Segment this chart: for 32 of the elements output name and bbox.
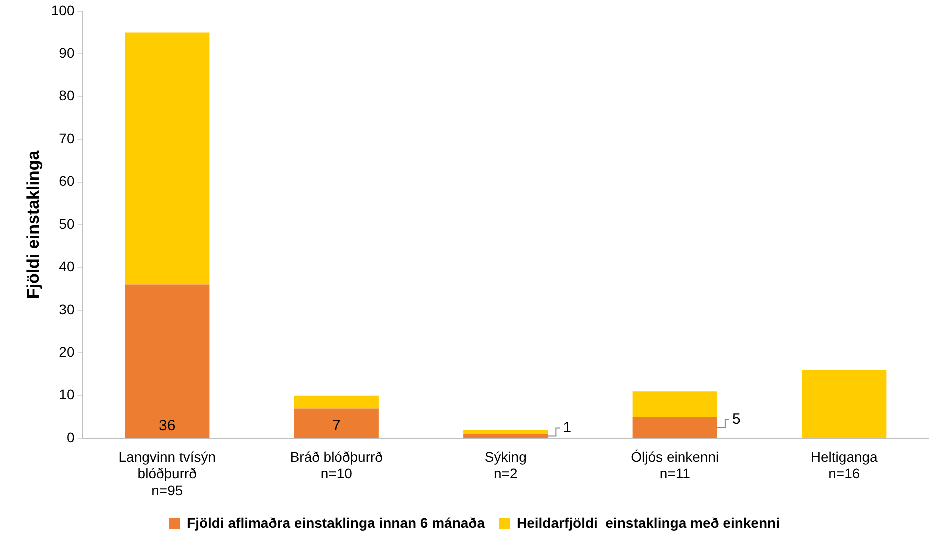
bar <box>464 434 548 438</box>
bar <box>632 417 718 438</box>
y-tick-label: 90 <box>59 44 75 61</box>
bar <box>464 430 548 434</box>
data-label: 7 <box>332 418 341 435</box>
y-tick-label: 20 <box>59 344 75 360</box>
x-tick-label: Sýking n=2 <box>484 448 527 482</box>
x-tick-label: Heltiganga n=16 <box>810 448 878 482</box>
x-tick-label: Óljós einkenni n=11 <box>631 448 720 482</box>
legend-label: Fjöldi aflimaðra einstaklinga innan 6 mánaða <box>187 514 486 531</box>
y-tick-label: 60 <box>59 173 75 190</box>
data-label: 1 <box>563 419 572 436</box>
x-tick-label: Langvinn tvísýn blóðþurrð n=95 <box>118 448 216 498</box>
y-tick-label: 10 <box>59 386 75 403</box>
bar <box>294 396 379 409</box>
y-tick-label: 80 <box>59 88 75 104</box>
data-label: 36 <box>159 418 176 435</box>
bar <box>802 370 887 438</box>
bar <box>632 392 718 418</box>
x-tick-label: Bráð blóðþurrð n=10 <box>290 448 384 482</box>
y-tick-label: 100 <box>51 2 75 18</box>
bar <box>294 408 379 438</box>
legend-label: Heildarfjöldi einstaklinga með einkenni <box>517 514 780 531</box>
y-tick-label: 40 <box>59 258 75 275</box>
y-axis-title: Fjöldi einstaklinga <box>24 150 43 300</box>
y-tick-label: 30 <box>59 301 75 318</box>
y-tick-label: 70 <box>59 130 75 146</box>
y-tick-label: 50 <box>59 216 75 232</box>
data-label: 5 <box>732 410 741 428</box>
y-tick-label: 0 <box>66 429 75 446</box>
bar <box>125 284 210 438</box>
bar <box>125 32 210 285</box>
